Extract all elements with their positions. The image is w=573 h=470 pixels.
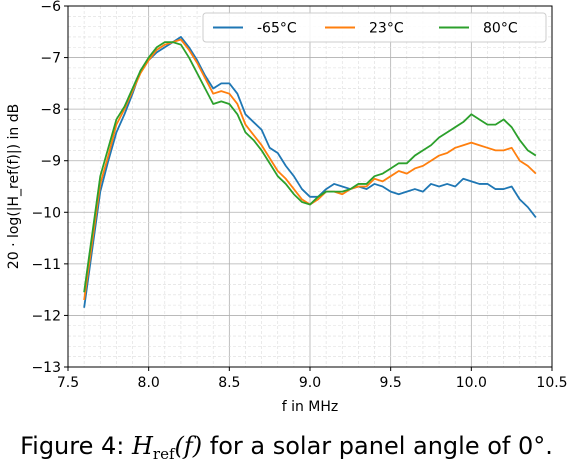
- caption-suffix: for a solar panel angle of 0°.: [202, 432, 553, 460]
- x-tick-label: 8.5: [218, 375, 240, 391]
- y-axis-ticks: −13 −12 −11 −10 −9 −8 −7 −6: [31, 0, 68, 376]
- legend-label-1: 23°C: [369, 21, 404, 37]
- x-tick-label: 9.5: [380, 375, 402, 391]
- y-tick-label: −8: [40, 102, 61, 118]
- x-tick-label: 10.5: [536, 375, 567, 391]
- series-lines: [83, 36, 537, 308]
- y-axis-label: 20 · log(|H_ref(f)|) in dB: [6, 104, 22, 269]
- y-tick-label: −6: [40, 0, 61, 15]
- legend-box: [202, 12, 547, 43]
- caption-prefix: Figure 4:: [20, 432, 132, 460]
- legend-label-0: -65°C: [257, 21, 297, 37]
- y-tick-label: −13: [31, 360, 61, 376]
- chart-figure: 7.5 8.0 8.5 9.0 9.5 10.0 10.5 −13 −12 −11 −10 −9 −8…: [6, 0, 568, 415]
- legend: -65°C 23°C 80°C: [202, 12, 547, 43]
- x-axis-ticks: 7.5 8.0 8.5 9.0 9.5 10.0 10.5: [57, 367, 568, 391]
- grid: [67, 5, 553, 368]
- y-tick-label: −10: [31, 205, 61, 221]
- x-tick-label: 8.0: [138, 375, 160, 391]
- series-line-0: [83, 36, 537, 308]
- x-tick-label: 9.0: [299, 375, 321, 391]
- series-line-1: [83, 38, 537, 301]
- caption-math-arg: (f): [174, 432, 203, 460]
- legend-label-2: 80°C: [483, 21, 518, 37]
- figure-caption: Figure 4: Href(f) for a solar panel angl…: [0, 432, 573, 463]
- x-axis-label: f in MHz: [282, 399, 339, 415]
- y-tick-label: −7: [40, 51, 61, 67]
- y-tick-label: −9: [40, 154, 61, 170]
- y-tick-label: −12: [31, 308, 61, 324]
- x-tick-label: 7.5: [57, 375, 79, 391]
- x-tick-label: 10.0: [456, 375, 487, 391]
- y-tick-label: −11: [31, 257, 61, 273]
- series-line-2: [83, 41, 537, 293]
- caption-math-sub: ref: [152, 445, 175, 463]
- caption-math-h: H: [131, 432, 153, 460]
